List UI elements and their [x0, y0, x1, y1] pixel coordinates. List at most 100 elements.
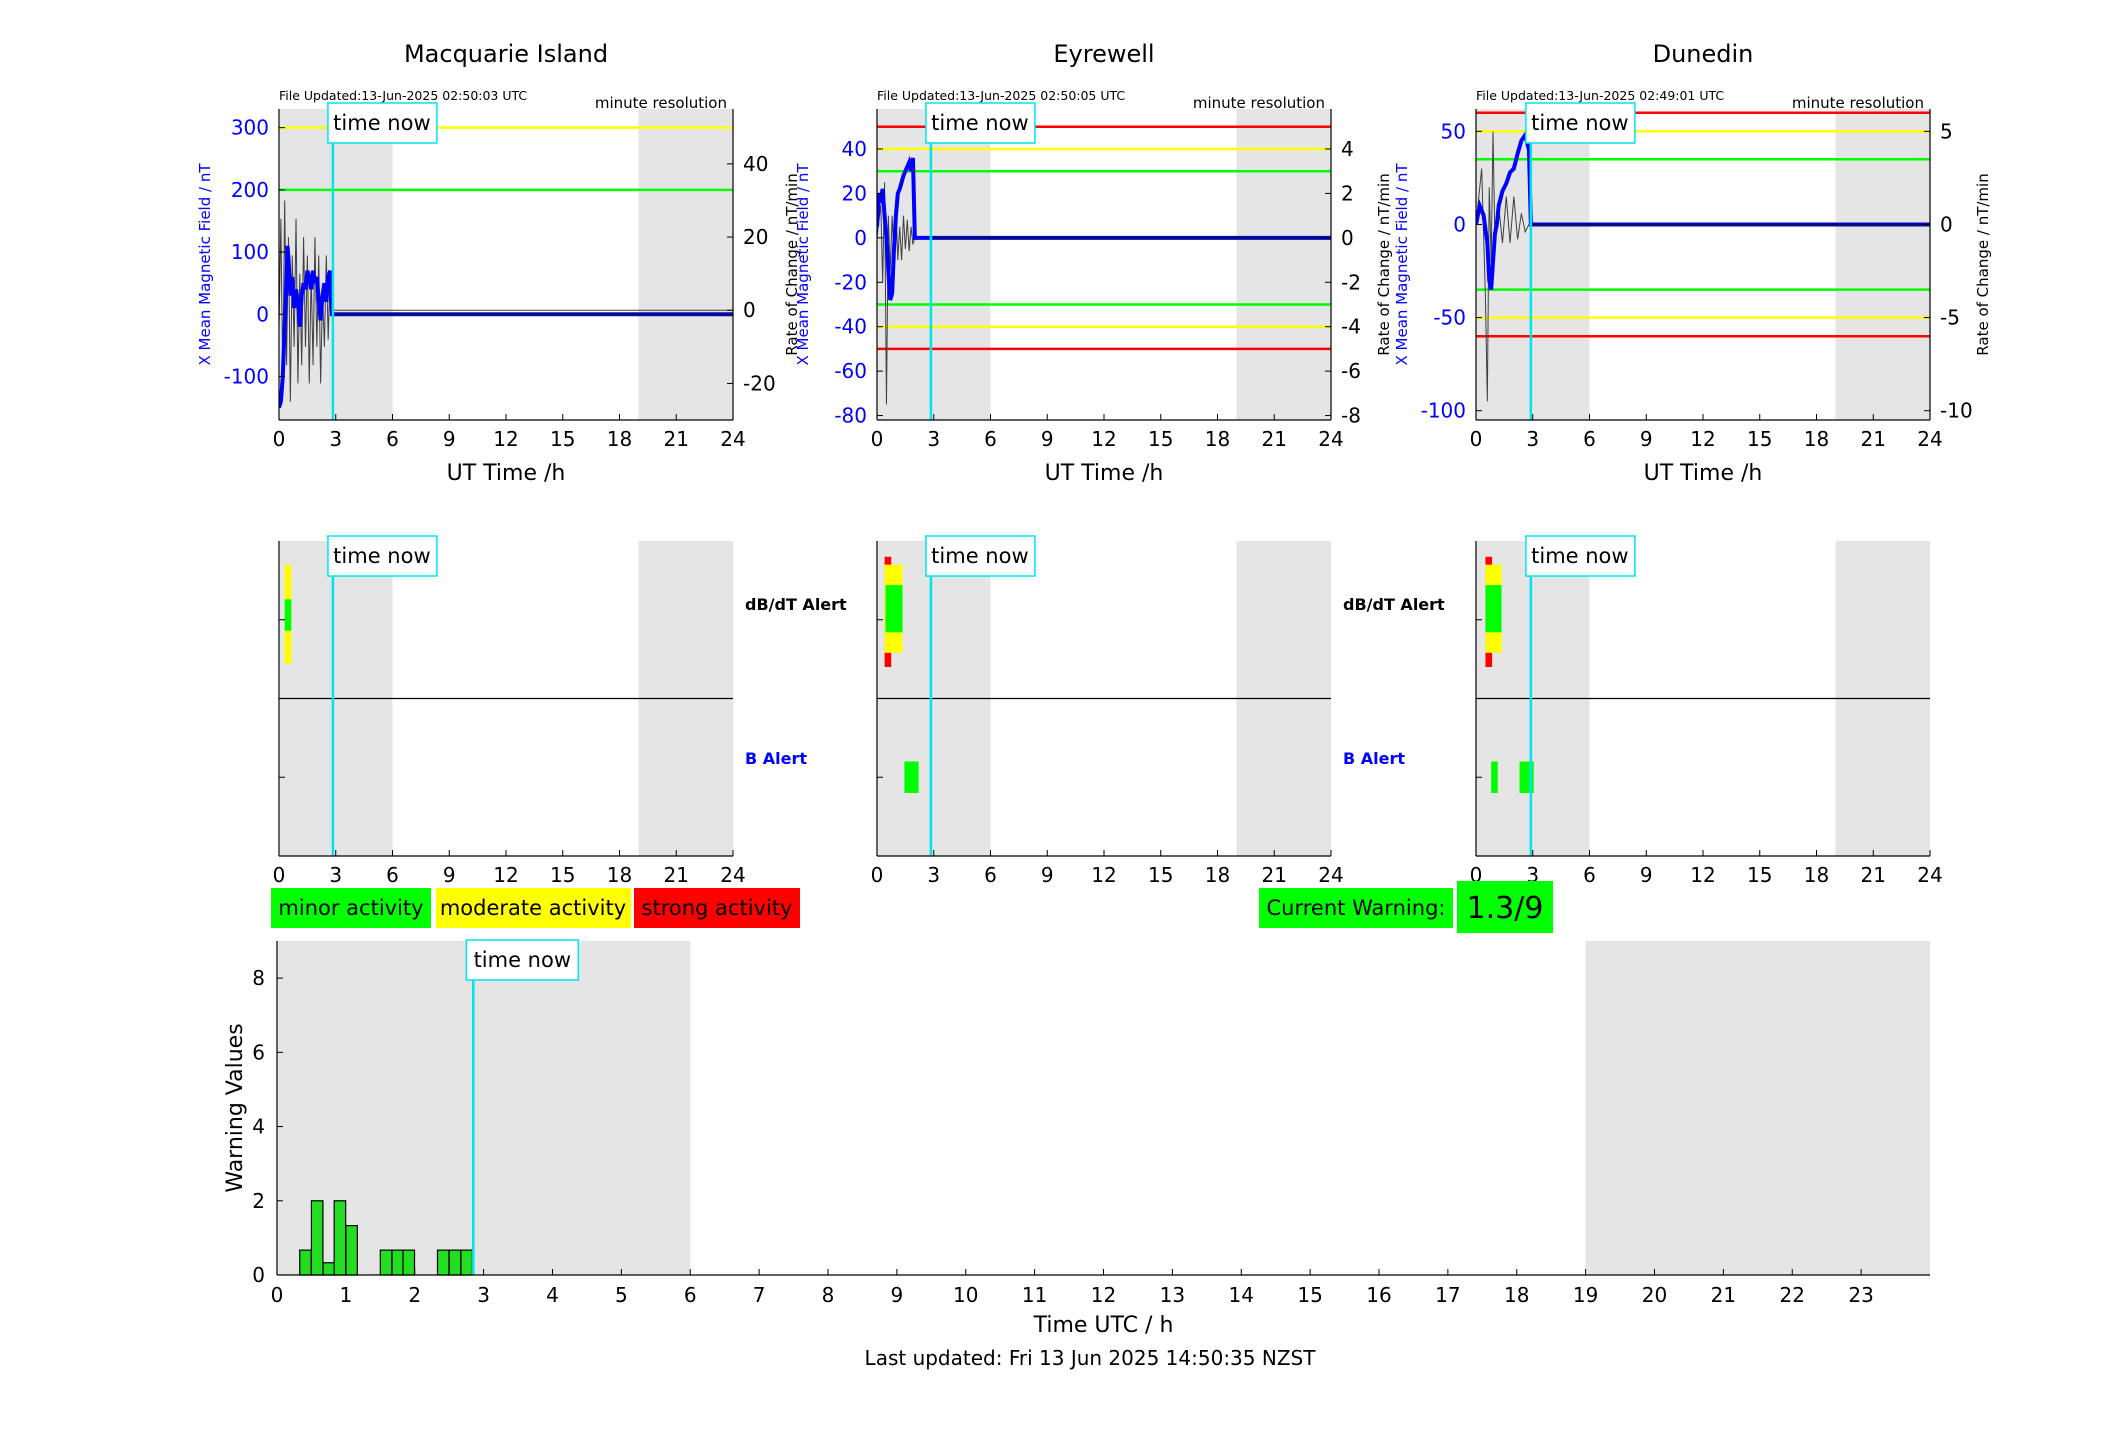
b-alert-bar-minor — [904, 761, 919, 793]
y2-axis-label: Rate of Change / nT/min — [783, 173, 801, 355]
x-tick-label: 0 — [1470, 427, 1483, 451]
y-tick-label: 50 — [1441, 119, 1466, 143]
station-panel-0: Macquarie Island File Updated:13-Jun-2025… — [196, 40, 847, 887]
alert-x-tick-label: 0 — [871, 863, 884, 887]
x-tick-label: 3 — [1526, 427, 1539, 451]
y2-tick-label: 20 — [743, 225, 768, 249]
alert-x-tick-label: 21 — [1262, 863, 1287, 887]
y-tick-label: 20 — [842, 181, 867, 205]
y-tick-label: -40 — [834, 315, 867, 339]
warning-x-tick-label: 12 — [1091, 1283, 1116, 1307]
alert-time-now-box — [925, 535, 1036, 577]
time-now-label: time now — [1531, 111, 1628, 135]
x-tick-label: 21 — [1861, 427, 1886, 451]
warning-x-tick-label: 20 — [1642, 1283, 1667, 1307]
warning-time-now-label: time now — [474, 948, 571, 972]
warning-y-axis-label: Warning Values — [223, 1023, 248, 1192]
alert-x-tick-label: 6 — [386, 863, 399, 887]
x-tick-label: 18 — [607, 427, 632, 451]
station-title: Macquarie Island — [404, 40, 608, 68]
x-tick-label: 21 — [664, 427, 689, 451]
station-panel-2: Dunedin File Updated:13-Jun-2025 02:49:01… — [1393, 40, 1992, 887]
x-tick-label: 3 — [927, 427, 940, 451]
alert-x-tick-label: 6 — [984, 863, 997, 887]
x-tick-label: 6 — [1583, 427, 1596, 451]
alert-x-tick-label: 18 — [1804, 863, 1829, 887]
alert-time-now-box — [1525, 535, 1636, 577]
warning-x-tick-label: 22 — [1780, 1283, 1805, 1307]
alert-x-tick-label: 15 — [550, 863, 575, 887]
alert-time-now-label: time now — [1531, 544, 1628, 568]
x-tick-label: 3 — [329, 427, 342, 451]
alert-x-tick-label: 0 — [273, 863, 286, 887]
time-now-box — [1525, 102, 1636, 144]
x-tick-label: 21 — [1262, 427, 1287, 451]
x-tick-label: 9 — [1640, 427, 1653, 451]
y2-axis-label: Rate of Change / nT/min — [1974, 173, 1992, 355]
x-axis-label: UT Time /h — [1644, 461, 1763, 486]
x-tick-label: 9 — [443, 427, 456, 451]
station-title: Eyrewell — [1053, 40, 1154, 68]
warning-x-axis-label: Time UTC / h — [1033, 1313, 1174, 1338]
y-tick-label: -100 — [224, 364, 269, 388]
x-tick-label: 24 — [720, 427, 745, 451]
y-axis-label: X Mean Magnetic Field / nT — [1393, 163, 1411, 366]
alert-x-tick-label: 3 — [927, 863, 940, 887]
y-tick-label: 0 — [1453, 212, 1466, 236]
warning-y-tick-label: 6 — [252, 1040, 265, 1064]
y2-tick-label: -6 — [1341, 359, 1361, 383]
night-shade — [877, 109, 991, 420]
current-warning-label: Current Warning: — [1267, 896, 1446, 920]
warning-x-tick-label: 10 — [953, 1283, 978, 1307]
x-tick-label: 12 — [493, 427, 518, 451]
warning-x-tick-label: 18 — [1504, 1283, 1529, 1307]
current-warning-value: 1.3/9 — [1467, 891, 1544, 926]
warning-x-tick-label: 9 — [891, 1283, 904, 1307]
resolution-label: minute resolution — [1193, 94, 1325, 112]
y-tick-label: -50 — [1433, 306, 1466, 330]
y2-tick-label: 40 — [743, 152, 768, 176]
legend-strong-swatch — [634, 888, 800, 928]
warning-night-shade — [1585, 941, 1930, 1275]
dbdt-alert-bar-minor — [284, 599, 292, 631]
alert-x-tick-label: 12 — [1690, 863, 1715, 887]
x-tick-label: 15 — [1747, 427, 1772, 451]
legend-moderate-swatch — [436, 888, 631, 928]
warning-x-tick-label: 2 — [408, 1283, 421, 1307]
trace-group — [1476, 130, 1930, 402]
y-tick-label: -60 — [834, 359, 867, 383]
y2-tick-label: 5 — [1940, 119, 1953, 143]
alert-time-now-box — [327, 535, 438, 577]
warning-bar — [391, 1249, 405, 1276]
y2-axis-label: Rate of Change / nT/min — [1375, 173, 1393, 355]
rate-of-change-trace — [877, 182, 1331, 405]
warning-x-tick-label: 23 — [1848, 1283, 1873, 1307]
dbdt-alert-bar-minor — [885, 585, 903, 633]
night-shade — [1236, 109, 1331, 420]
warning-x-tick-label: 13 — [1160, 1283, 1185, 1307]
y2-tick-label: -20 — [743, 371, 776, 395]
night-shade — [1476, 109, 1590, 420]
alert-time-now-label: time now — [931, 544, 1028, 568]
y2-tick-label: -2 — [1341, 270, 1361, 294]
alert-x-tick-label: 18 — [1205, 863, 1230, 887]
legend-moderate-label: moderate activity — [440, 896, 626, 920]
warning-time-now-box — [465, 939, 580, 981]
alert-x-tick-label: 6 — [1583, 863, 1596, 887]
x-tick-label: 12 — [1091, 427, 1116, 451]
warning-bar — [345, 1225, 358, 1276]
alert-x-tick-label: 12 — [493, 863, 518, 887]
x-tick-label: 0 — [871, 427, 884, 451]
warning-x-tick-label: 21 — [1711, 1283, 1736, 1307]
warning-x-tick-label: 7 — [753, 1283, 766, 1307]
warning-x-tick-label: 19 — [1573, 1283, 1598, 1307]
warning-x-tick-label: 16 — [1366, 1283, 1391, 1307]
y-axis-label: X Mean Magnetic Field / nT — [196, 163, 214, 366]
warning-x-tick-label: 4 — [546, 1283, 559, 1307]
warning-x-tick-label: 1 — [340, 1283, 353, 1307]
warning-bar — [333, 1200, 347, 1276]
warning-bar — [436, 1249, 450, 1276]
warning-bar — [310, 1200, 324, 1276]
alert-x-tick-label: 9 — [443, 863, 456, 887]
x-tick-label: 12 — [1690, 427, 1715, 451]
